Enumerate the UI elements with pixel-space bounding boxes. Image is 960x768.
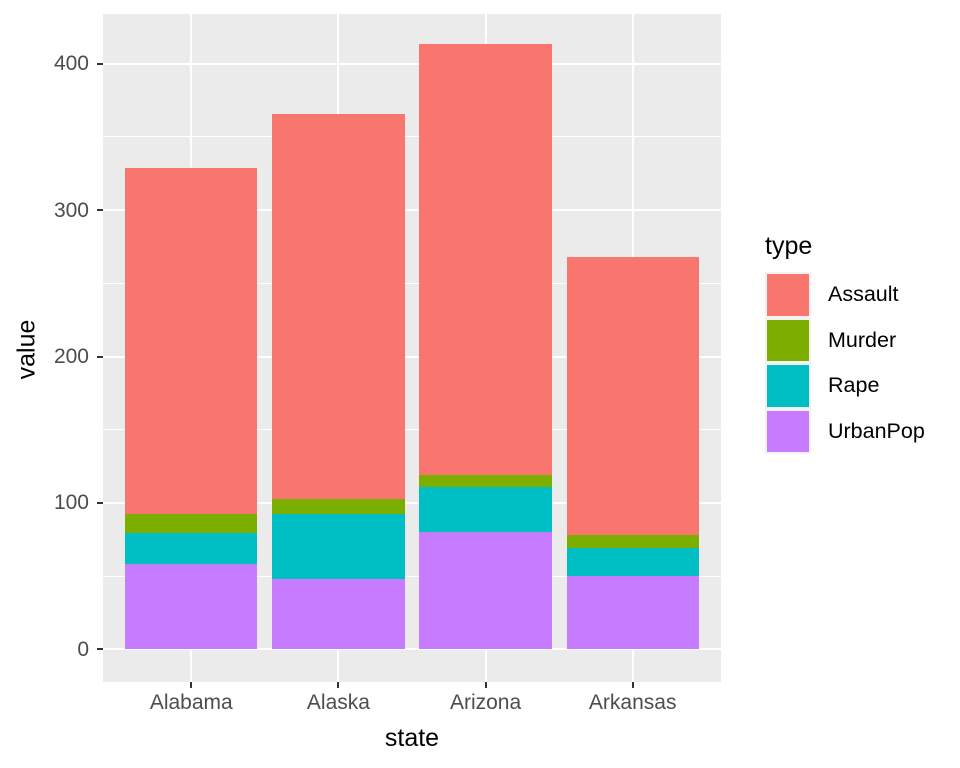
bar-segment-assault-alabama [125, 168, 258, 515]
legend-key-swatch [765, 272, 811, 318]
legend-title: type [765, 232, 813, 260]
bar-segment-assault-arizona [419, 44, 552, 475]
y-tick-label: 100 [53, 491, 89, 515]
y-tick-mark [97, 355, 103, 358]
y-tick-label: 0 [77, 637, 89, 661]
x-tick-mark [484, 682, 487, 688]
plot-panel [103, 14, 721, 682]
gridline-major [103, 648, 721, 651]
bar-segment-urbanpop-alaska [272, 579, 405, 650]
y-tick-label: 200 [53, 345, 89, 369]
gridline-major [103, 501, 721, 504]
y-tick-mark [97, 648, 103, 651]
legend-label: Rape [828, 373, 880, 398]
bar-segment-assault-arkansas [566, 256, 699, 535]
bar-segment-rape-alaska [272, 513, 405, 580]
legend-key-swatch [765, 408, 811, 455]
bar-segment-murder-arkansas [566, 534, 699, 548]
x-tick-label: Arizona [449, 691, 522, 714]
y-tick-mark [97, 209, 103, 212]
legend-key-fill [767, 410, 809, 453]
bar-segment-rape-arizona [419, 486, 552, 533]
legend-key-swatch [765, 317, 811, 364]
x-tick-label: Alaska [306, 691, 370, 714]
legend-item-assault: Assault [765, 272, 925, 318]
legend-key-fill [767, 365, 809, 407]
y-tick-mark [97, 62, 103, 65]
gridline-major [103, 355, 721, 358]
x-axis-title: state [384, 724, 440, 752]
bar-segment-rape-arkansas [566, 547, 699, 577]
gridline-minor [103, 136, 721, 138]
legend-items: Assault Murder Rape UrbanPop [765, 272, 925, 455]
bar-segment-assault-alaska [272, 114, 405, 500]
bar-segment-rape-alabama [125, 533, 258, 565]
legend-key-fill [767, 319, 809, 362]
x-tick-mark [631, 682, 634, 688]
x-tick-label: Arkansas [588, 691, 677, 714]
legend-label: Assault [828, 282, 899, 307]
legend: type Assault Murder Rape UrbanPop [765, 232, 925, 455]
x-tick-label: Alabama [149, 691, 233, 714]
legend-key-swatch [765, 363, 811, 409]
bar-segment-urbanpop-arkansas [566, 576, 699, 650]
legend-label: UrbanPop [828, 419, 925, 444]
legend-item-murder: Murder [765, 317, 925, 364]
gridline-major [103, 62, 721, 65]
legend-label: Murder [828, 327, 897, 352]
y-tick-label: 400 [53, 52, 89, 76]
legend-key-fill [767, 274, 809, 316]
gridline-minor [103, 282, 721, 284]
bar-segment-murder-arizona [419, 474, 552, 487]
bar-segment-urbanpop-arizona [419, 532, 552, 650]
legend-item-rape: Rape [765, 363, 925, 409]
y-tick-mark [97, 501, 103, 504]
gridline-minor [103, 429, 721, 431]
bar-segment-urbanpop-alabama [125, 564, 258, 650]
gridline-major [103, 209, 721, 212]
gridline-minor [103, 575, 721, 577]
y-axis-title: value [12, 319, 41, 380]
legend-item-urbanpop: UrbanPop [765, 408, 925, 455]
x-tick-mark [337, 682, 340, 688]
y-tick-label: 300 [53, 198, 89, 222]
bar-segment-murder-alabama [125, 514, 258, 534]
x-tick-mark [190, 682, 193, 688]
bar-segment-murder-alaska [272, 499, 405, 514]
